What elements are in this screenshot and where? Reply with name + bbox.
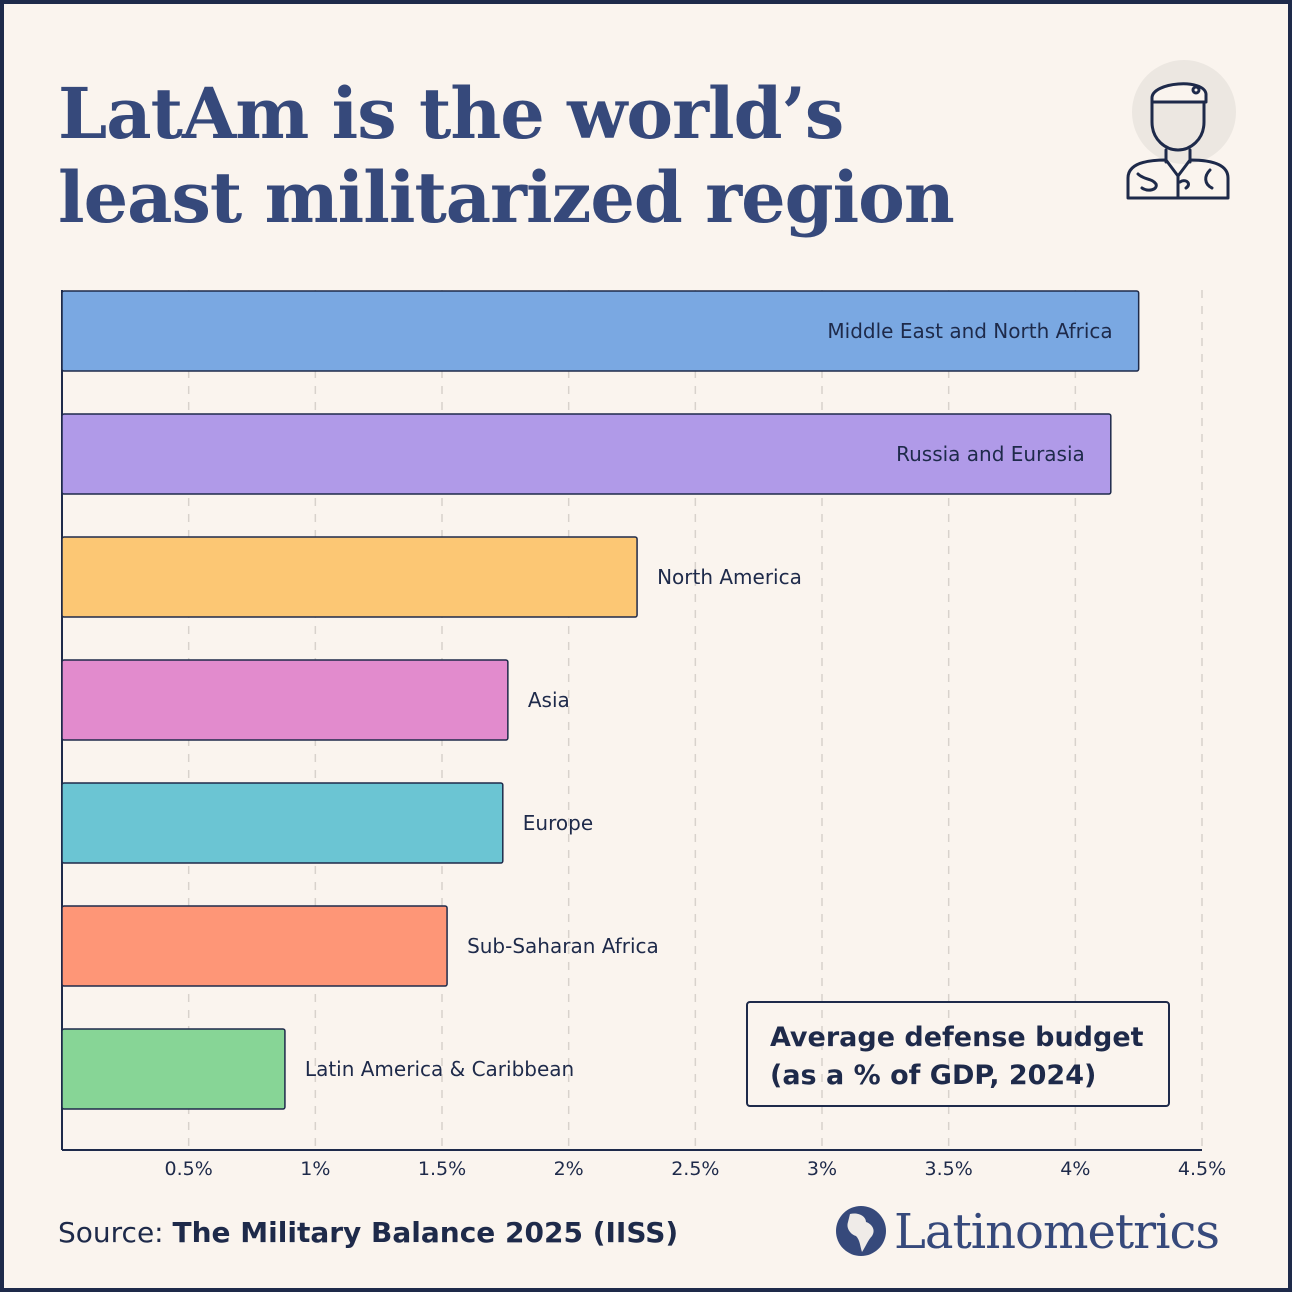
x-tick-label: 2% — [554, 1158, 584, 1180]
x-tick-label: 4% — [1060, 1158, 1090, 1180]
bar — [61, 1028, 286, 1110]
bars-layer: Middle East and North Africa Russia and E… — [61, 290, 1140, 1110]
bar-label: Latin America & Caribbean — [305, 1057, 574, 1081]
x-tick-label: 2.5% — [671, 1158, 719, 1180]
soldier-icon-background — [1132, 60, 1236, 164]
x-tick-label: 4.5% — [1178, 1158, 1226, 1180]
bar-label: Russia and Eurasia — [896, 442, 1085, 466]
soldier-icon — [1126, 82, 1230, 200]
bar — [61, 905, 448, 987]
x-tick-label: 1% — [300, 1158, 330, 1180]
x-tick-label: 0.5% — [165, 1158, 213, 1180]
bar-label: Asia — [528, 688, 570, 712]
page-title: LatAm is the world’s least militarized r… — [58, 72, 955, 240]
bar — [61, 413, 1112, 495]
brand-name: Latinometrics — [894, 1204, 1220, 1260]
source-text: The Military Balance 2025 (IISS) — [172, 1216, 679, 1249]
bar-label: Europe — [523, 811, 593, 835]
chart-legend-box: Average defense budget (as a % of GDP, 2… — [746, 1001, 1170, 1107]
bar — [61, 290, 1140, 372]
bar — [61, 659, 509, 741]
legend-line-1: Average defense budget — [770, 1022, 1144, 1053]
bar-label: North America — [657, 565, 802, 589]
bar-label: Sub-Saharan Africa — [467, 934, 659, 958]
title-line-1: LatAm is the world’s — [58, 72, 844, 155]
x-tick-label: 3.5% — [925, 1158, 973, 1180]
x-tick-label: 1.5% — [418, 1158, 466, 1180]
x-tick-labels: 0.5% 1% 1.5% 2% 2.5% 3% 3.5% 4% 4.5% — [165, 1158, 1227, 1180]
source-prefix: Source: — [58, 1216, 164, 1249]
legend-line-2: (as a % of GDP, 2024) — [770, 1060, 1097, 1091]
bar-label: Middle East and North Africa — [827, 319, 1112, 343]
title-line-2: least militarized region — [58, 156, 955, 239]
x-tick-label: 3% — [807, 1158, 837, 1180]
bar — [61, 782, 504, 864]
latam-map-logo-icon — [836, 1206, 886, 1256]
bar — [61, 536, 638, 618]
source-note: Source: The Military Balance 2025 (IISS) — [58, 1216, 678, 1249]
